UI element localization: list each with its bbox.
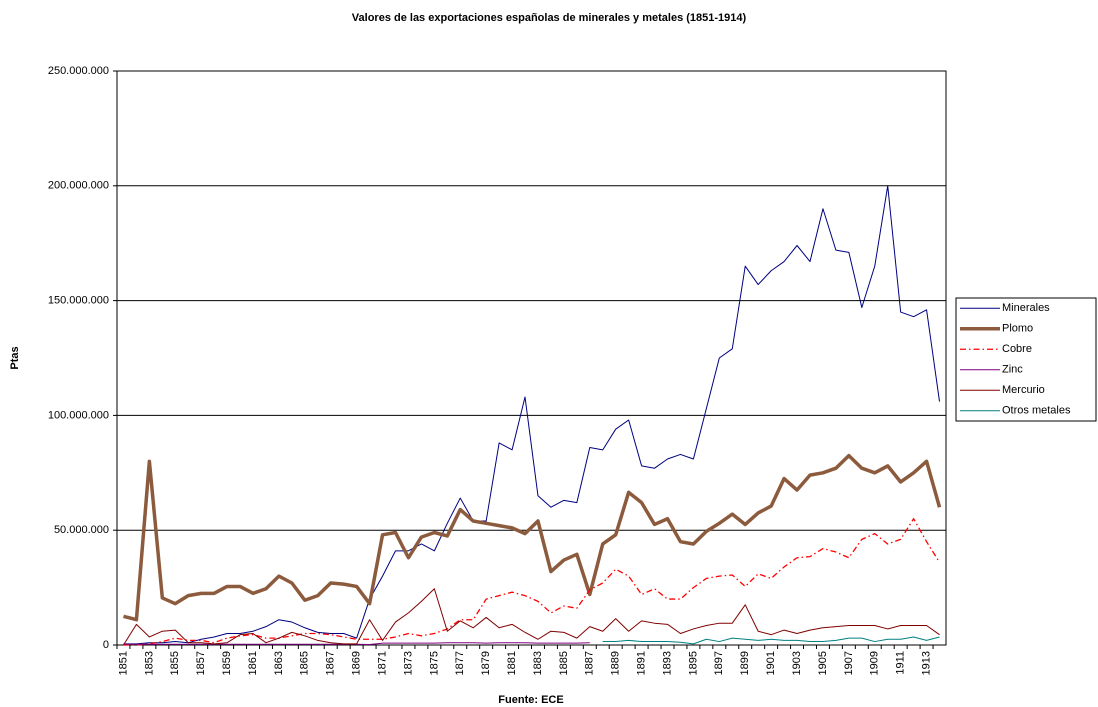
legend-label: Cobre [1002,343,1032,355]
x-tick-label: 1851 [117,651,129,675]
x-tick-label: 1903 [791,651,803,675]
x-tick-label: 1853 [143,651,155,675]
y-tick-label: 0 [103,639,109,651]
x-tick-label: 1881 [506,651,518,675]
x-tick-label: 1857 [195,651,207,675]
y-tick-label: 100.000.000 [48,409,109,421]
x-tick-label: 1865 [299,651,311,675]
series-line [123,588,940,646]
x-tick-label: 1899 [739,651,751,675]
legend-label: Zinc [1002,364,1023,376]
plot-frame [116,70,947,646]
x-tick-label: 1911 [895,651,907,675]
series-line [602,636,940,645]
x-tick-label: 1861 [247,651,259,675]
x-tick-label: 1905 [817,651,829,675]
x-tick-label: 1867 [325,651,337,675]
x-tick-label: 1859 [221,651,233,675]
x-tick-label: 1863 [273,651,285,675]
x-tick-label: 1913 [920,651,932,675]
y-tick-label: 150.000.000 [48,295,109,307]
x-tick-label: 1901 [765,651,777,675]
x-tick-label: 1887 [584,651,596,675]
x-tick-label: 1871 [376,651,388,675]
x-tick-label: 1891 [636,651,648,675]
legend-box [955,297,1097,422]
x-tick-label: 1877 [454,651,466,675]
legend-label: Minerales [1002,302,1050,314]
legend-label: Plomo [1002,323,1033,335]
chart-title: Valores de las exportaciones españolas d… [352,12,747,24]
x-tick-label: 1873 [402,651,414,675]
x-tick-label: 1889 [610,651,622,675]
series-line [123,518,941,646]
x-tick-label: 1855 [169,651,181,675]
x-tick-label: 1895 [687,651,699,675]
series-line [123,185,941,645]
x-tick-label: 1883 [532,651,544,675]
x-tick-label: 1897 [713,651,725,675]
legend-label: Mercurio [1002,384,1045,396]
x-tick-label: 1869 [351,651,363,675]
y-tick-label: 200.000.000 [48,180,109,192]
y-tick-label: 250.000.000 [48,65,109,77]
y-tick-label: 50.000.000 [54,524,109,536]
x-tick-label: 1893 [661,651,673,675]
x-tick-label: 1909 [869,651,881,675]
y-axis-label: Ptas [9,346,21,369]
x-axis-label: Fuente: ECE [498,694,563,706]
series-line [123,453,942,622]
x-tick-label: 1879 [480,651,492,675]
x-tick-label: 1875 [428,651,440,675]
legend-label: Otros metales [1002,405,1071,417]
x-tick-label: 1885 [558,651,570,675]
x-tick-label: 1907 [843,651,855,675]
